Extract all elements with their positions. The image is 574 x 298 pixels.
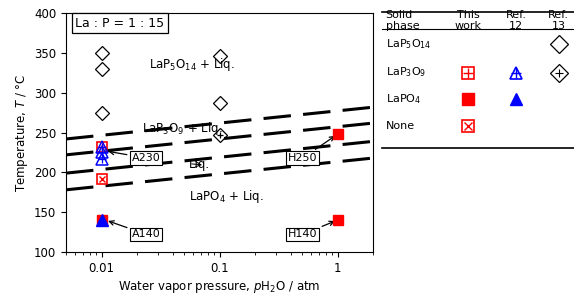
- Text: LaPO$_4$: LaPO$_4$: [386, 93, 421, 106]
- Text: Solid
phase: Solid phase: [386, 10, 419, 31]
- Text: This
work: This work: [455, 10, 482, 31]
- Text: LaP$_5$O$_{14}$: LaP$_5$O$_{14}$: [386, 37, 431, 51]
- Text: LaP$_3$O$_9$ + Liq.: LaP$_3$O$_9$ + Liq.: [142, 120, 223, 137]
- Text: A230: A230: [110, 150, 160, 163]
- Text: H250: H250: [288, 136, 334, 163]
- Y-axis label: Temperature, $T$ / °C: Temperature, $T$ / °C: [14, 74, 30, 192]
- X-axis label: Water vapor pressure, $p$H$_2$O / atm: Water vapor pressure, $p$H$_2$O / atm: [118, 279, 321, 295]
- Text: Liq.: Liq.: [189, 158, 210, 171]
- Text: None: None: [386, 121, 414, 131]
- Text: A140: A140: [110, 221, 160, 239]
- Text: LaP$_5$O$_{14}$ + Liq.: LaP$_5$O$_{14}$ + Liq.: [149, 56, 234, 73]
- Text: Ref.
13: Ref. 13: [548, 10, 569, 31]
- Text: LaPO$_4$ + Liq.: LaPO$_4$ + Liq.: [189, 188, 264, 205]
- Text: La : P = 1 : 15: La : P = 1 : 15: [75, 17, 165, 30]
- Text: Ref.
12: Ref. 12: [506, 10, 527, 31]
- Text: H140: H140: [288, 221, 333, 239]
- Text: LaP$_3$O$_9$: LaP$_3$O$_9$: [386, 66, 426, 80]
